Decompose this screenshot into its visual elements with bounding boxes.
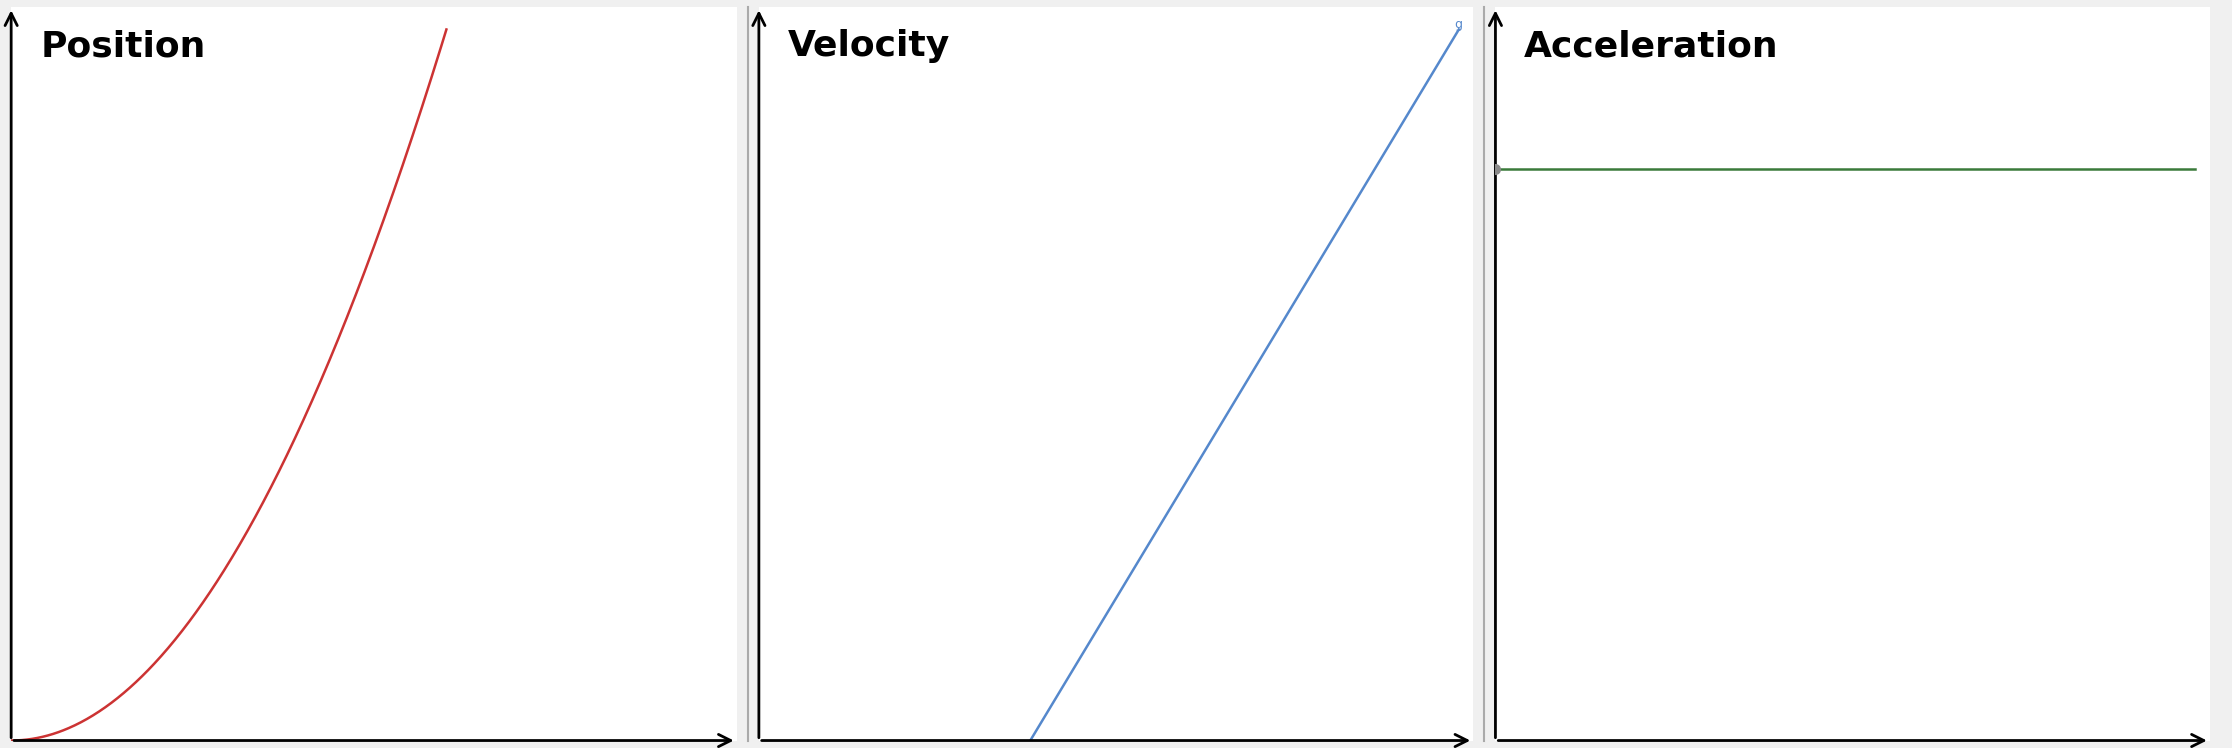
Text: Acceleration: Acceleration xyxy=(1524,29,1779,64)
Text: g: g xyxy=(1455,19,1462,31)
Text: Position: Position xyxy=(40,29,205,64)
Text: Velocity: Velocity xyxy=(788,29,949,64)
